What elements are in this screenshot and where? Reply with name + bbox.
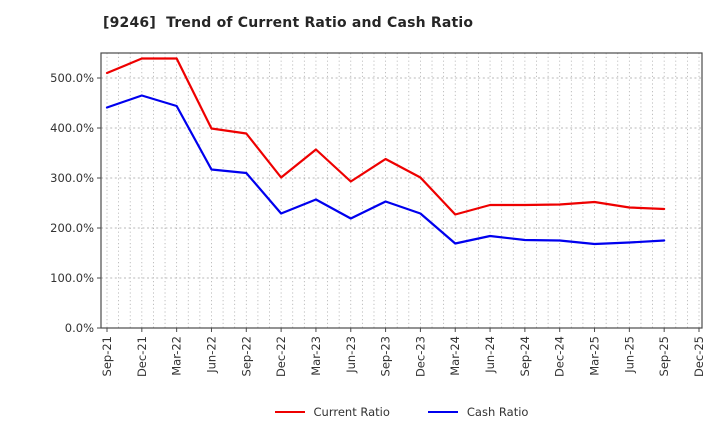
x-axis-label: Sep-23 xyxy=(379,336,393,376)
y-axis-label: 500.0% xyxy=(50,71,94,85)
y-axis-label: 0.0% xyxy=(65,321,94,335)
x-axis-label: Sep-24 xyxy=(518,336,532,376)
x-axis-label: Jun-24 xyxy=(483,336,497,374)
legend-label-cash-ratio: Cash Ratio xyxy=(466,405,529,419)
cash-ratio-line-swatch xyxy=(427,411,458,413)
y-axis-label: 400.0% xyxy=(50,121,94,135)
x-axis-label: Mar-22 xyxy=(170,336,184,376)
x-axis-label: Sep-25 xyxy=(657,336,671,376)
y-axis-label: 200.0% xyxy=(50,221,94,235)
legend-label-current-ratio: Current Ratio xyxy=(313,405,390,419)
x-axis-label: Dec-24 xyxy=(553,336,567,377)
x-axis-label: Mar-23 xyxy=(309,336,323,376)
chart-legend: Current Ratio Cash Ratio xyxy=(101,405,702,419)
series-line-cash-ratio xyxy=(105,94,666,246)
y-axis-label: 100.0% xyxy=(50,271,94,285)
x-axis-label: Sep-21 xyxy=(100,336,114,376)
x-axis-label: Jun-25 xyxy=(622,336,636,374)
y-axis-label: 300.0% xyxy=(50,171,94,185)
x-axis-label: Mar-25 xyxy=(588,336,602,376)
x-axis-label: Sep-22 xyxy=(239,336,253,376)
legend-item-cash-ratio: Cash Ratio xyxy=(427,405,529,419)
series-line-current-ratio xyxy=(105,57,666,216)
current-ratio-line-swatch xyxy=(274,411,305,413)
x-axis-label: Dec-23 xyxy=(413,336,427,377)
x-axis-label: Mar-24 xyxy=(448,336,462,376)
x-axis-label: Jun-22 xyxy=(204,336,218,374)
x-axis-label: Dec-21 xyxy=(135,336,149,377)
legend-item-current-ratio: Current Ratio xyxy=(274,405,390,419)
x-axis-label: Jun-23 xyxy=(344,336,358,374)
x-axis-label: Dec-22 xyxy=(274,336,288,377)
plot-frame xyxy=(100,52,703,329)
x-axis-label: Dec-25 xyxy=(692,336,706,377)
chart-title: [9246] Trend of Current Ratio and Cash R… xyxy=(103,15,474,31)
